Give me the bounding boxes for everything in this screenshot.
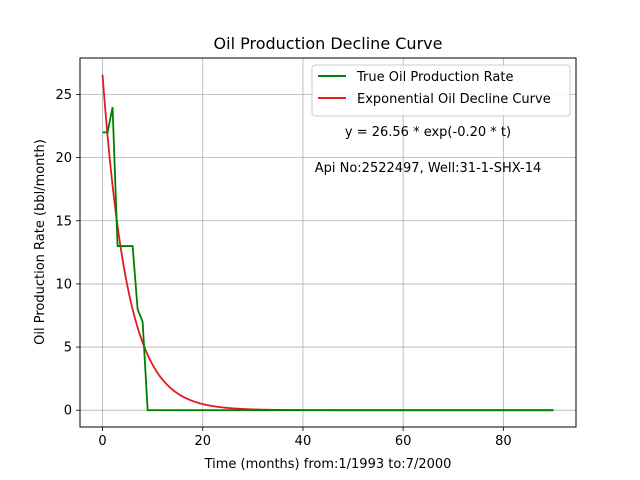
y-tick-label: 20 (55, 151, 72, 166)
x-axis-label: Time (months) from:1/1993 to:7/2000 (204, 457, 452, 472)
legend-box (311, 64, 571, 117)
svg-text:Api No:2522497, Well:31-1-SHX-: Api No:2522497, Well:31-1-SHX-14 (315, 161, 542, 176)
legend-label-fit: Exponential Oil Decline Curve (357, 92, 551, 107)
legend: True Oil Production Rate Exponential Oil… (311, 64, 571, 117)
x-tick-label: 40 (295, 434, 312, 449)
svg-text:y = 26.56 * exp(-0.20 * t): y = 26.56 * exp(-0.20 * t) (345, 125, 511, 140)
y-tick-label: 0 (64, 404, 72, 419)
axes-frame (79, 57, 577, 428)
y-tick-label: 5 (64, 341, 72, 356)
legend-label-true: True Oil Production Rate (356, 70, 513, 85)
x-tick-label: 60 (395, 434, 412, 449)
plot-area (101, 74, 554, 412)
x-tick-label: 0 (98, 434, 106, 449)
series-line-true-production (102, 106, 554, 412)
y-axis-label: Oil Production Rate (bbl/month) (33, 139, 48, 345)
annotation-equation: y = 26.56 * exp(-0.20 * t) (345, 125, 511, 140)
x-tick-label: 20 (194, 434, 211, 449)
x-tick-label: 80 (495, 434, 512, 449)
ticks: 0 20 40 60 80 0 5 10 15 20 25 (55, 88, 511, 449)
y-tick-label: 25 (55, 88, 72, 103)
y-tick-label: 15 (55, 214, 72, 229)
chart-title: Oil Production Decline Curve (214, 34, 443, 53)
annotation-well: Api No:2522497, Well:31-1-SHX-14 (315, 161, 542, 176)
y-tick-label: 10 (55, 277, 72, 292)
